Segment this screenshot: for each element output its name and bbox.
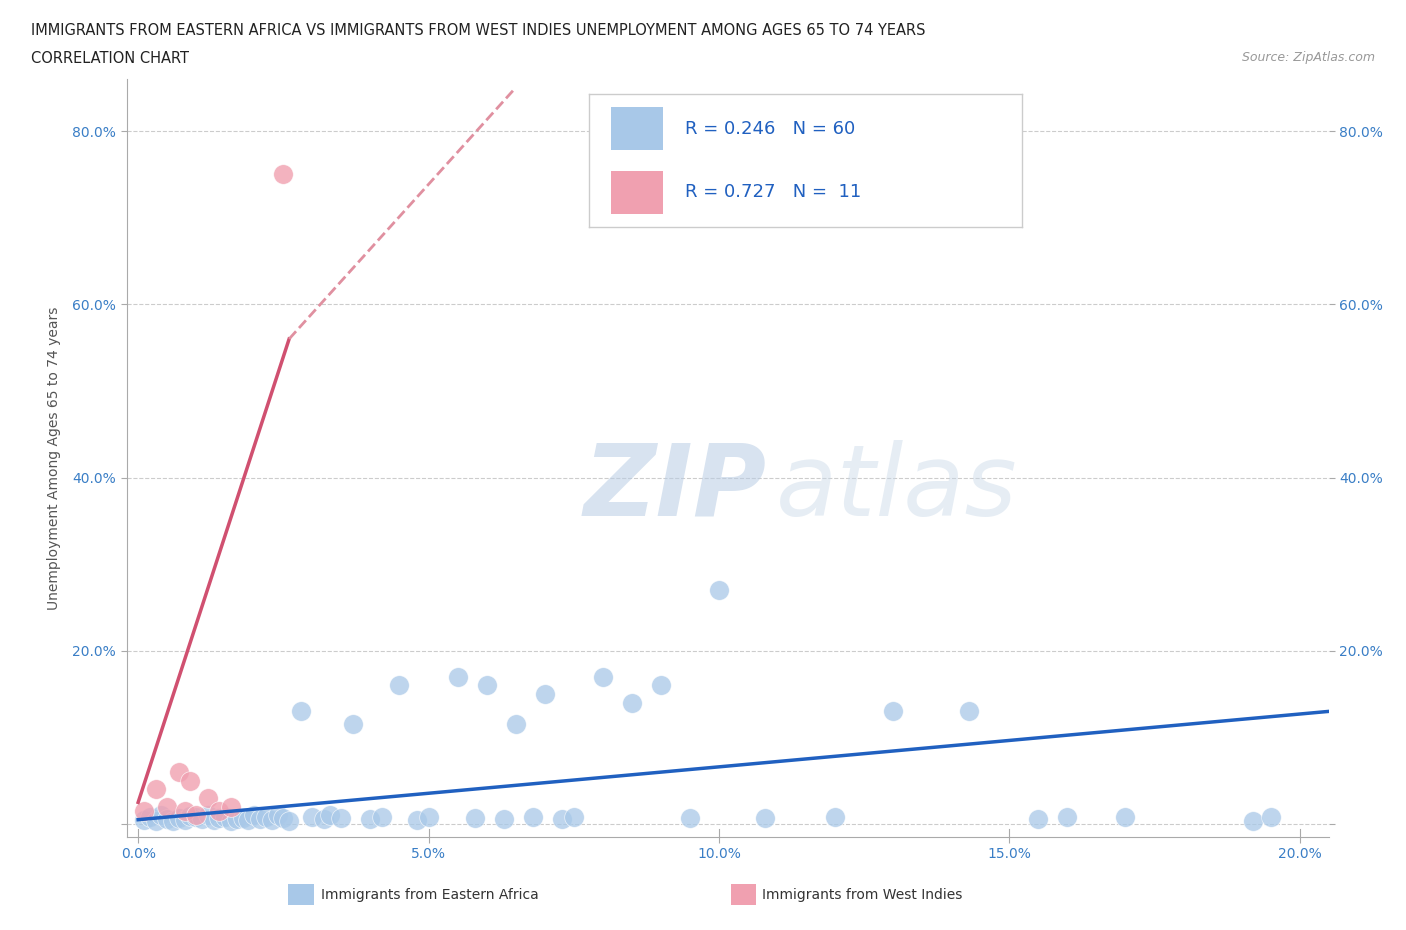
Point bbox=[359, 811, 381, 826]
Point bbox=[620, 696, 643, 711]
Point bbox=[254, 810, 277, 825]
Point bbox=[156, 811, 179, 826]
Text: Immigrants from Eastern Africa: Immigrants from Eastern Africa bbox=[321, 887, 538, 902]
Text: Source: ZipAtlas.com: Source: ZipAtlas.com bbox=[1241, 51, 1375, 64]
Point bbox=[145, 782, 167, 797]
Point bbox=[592, 670, 614, 684]
Point bbox=[214, 810, 236, 825]
Point bbox=[260, 812, 283, 827]
Point bbox=[446, 670, 468, 684]
Point bbox=[957, 704, 980, 719]
Point bbox=[707, 583, 730, 598]
Point bbox=[186, 808, 208, 823]
Point bbox=[1114, 810, 1136, 825]
Point bbox=[1056, 810, 1078, 825]
Point bbox=[173, 804, 195, 818]
Text: CORRELATION CHART: CORRELATION CHART bbox=[31, 51, 188, 66]
Point bbox=[132, 804, 155, 818]
Point bbox=[219, 813, 242, 828]
Point bbox=[301, 810, 323, 825]
Point bbox=[505, 717, 527, 732]
Point bbox=[342, 717, 364, 732]
Text: R = 0.727   N =  11: R = 0.727 N = 11 bbox=[685, 183, 860, 202]
Point bbox=[179, 773, 201, 788]
Point bbox=[249, 811, 271, 826]
Point bbox=[273, 811, 295, 826]
Point bbox=[551, 811, 574, 826]
Point bbox=[132, 812, 155, 827]
Point bbox=[139, 810, 162, 825]
Point bbox=[208, 804, 231, 818]
Point bbox=[330, 811, 353, 826]
Point bbox=[533, 686, 555, 701]
Point bbox=[197, 790, 219, 805]
Point bbox=[388, 678, 411, 693]
Point bbox=[232, 811, 254, 826]
Point bbox=[650, 678, 672, 693]
Point bbox=[162, 813, 184, 828]
Point bbox=[150, 808, 173, 823]
Point bbox=[290, 704, 312, 719]
Point bbox=[1260, 810, 1282, 825]
Text: atlas: atlas bbox=[776, 440, 1018, 537]
Point bbox=[679, 811, 702, 826]
Point bbox=[319, 808, 342, 823]
Point bbox=[167, 811, 190, 826]
Point bbox=[475, 678, 498, 693]
Text: Immigrants from West Indies: Immigrants from West Indies bbox=[762, 887, 963, 902]
Point bbox=[191, 811, 214, 826]
Point bbox=[179, 809, 201, 824]
Text: ZIP: ZIP bbox=[583, 440, 766, 537]
Point bbox=[243, 808, 266, 823]
Point bbox=[824, 810, 846, 825]
Point bbox=[882, 704, 904, 719]
Point bbox=[173, 812, 195, 827]
Point bbox=[754, 811, 776, 826]
FancyBboxPatch shape bbox=[612, 171, 664, 214]
Point bbox=[492, 811, 515, 826]
Point bbox=[562, 810, 585, 825]
Point bbox=[1026, 811, 1049, 826]
Point bbox=[418, 810, 440, 825]
Point bbox=[167, 764, 190, 779]
Point bbox=[273, 166, 295, 181]
Text: R = 0.246   N = 60: R = 0.246 N = 60 bbox=[685, 120, 855, 138]
Point bbox=[202, 812, 225, 827]
Y-axis label: Unemployment Among Ages 65 to 74 years: Unemployment Among Ages 65 to 74 years bbox=[48, 306, 60, 610]
Text: IMMIGRANTS FROM EASTERN AFRICA VS IMMIGRANTS FROM WEST INDIES UNEMPLOYMENT AMONG: IMMIGRANTS FROM EASTERN AFRICA VS IMMIGR… bbox=[31, 23, 925, 38]
Point bbox=[208, 811, 231, 826]
Point bbox=[186, 810, 208, 825]
Point bbox=[238, 812, 260, 827]
Point bbox=[371, 810, 394, 825]
Point bbox=[266, 808, 288, 823]
Point bbox=[1241, 813, 1264, 828]
Point bbox=[145, 814, 167, 829]
Point bbox=[156, 799, 179, 814]
Point bbox=[278, 813, 301, 828]
Point bbox=[197, 808, 219, 823]
FancyBboxPatch shape bbox=[612, 108, 664, 150]
Point bbox=[464, 811, 486, 826]
Point bbox=[522, 810, 544, 825]
Point bbox=[312, 811, 335, 826]
Point bbox=[219, 799, 242, 814]
Point bbox=[406, 812, 429, 827]
Point bbox=[225, 811, 247, 826]
